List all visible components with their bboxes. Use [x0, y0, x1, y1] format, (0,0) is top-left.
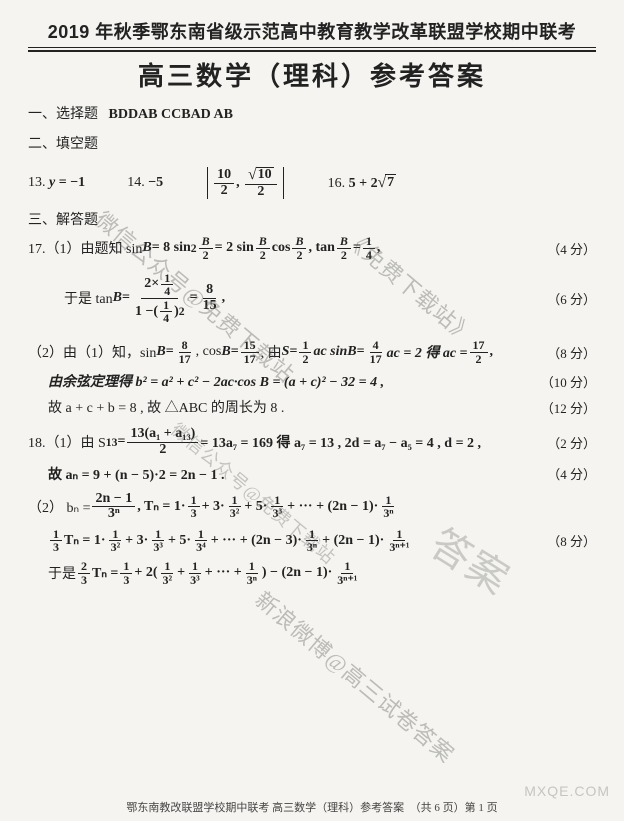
choice-label: 一、选择题: [28, 107, 98, 122]
watermark-4: 新浪微博@高三试卷答案: [249, 583, 462, 769]
q17-line2: 于是 tan B = 2× 14 1 − ( 14 )2 = 815 , （6 …: [64, 272, 596, 325]
page-footer: 鄂东南教改联盟学校期中联考 高三数学（理科）参考答案 （共 6 页）第 1 页: [0, 799, 624, 815]
page: 微信公众号@免费下载站 《免费下载站》 微信公众号@免费下载站 新浪微博@高三试…: [0, 0, 624, 821]
score-12: （12 分）: [531, 398, 596, 417]
mxqe-mark: MXQE.COM: [524, 783, 610, 799]
section-fill: 二、填空题: [28, 133, 596, 153]
choice-answers: BDDAB CCBAD AB: [109, 107, 233, 122]
score-2: （2 分）: [537, 433, 596, 452]
doc-subtitle: 高三数学（理科）参考答案: [28, 56, 596, 93]
q17-line3: （2）由（1）知，sin B = 817 , cos B = 1517 , 由 …: [28, 339, 596, 365]
answer-stamp: 答案: [421, 512, 523, 606]
score-8b: （8 分）: [537, 531, 596, 550]
q16: 16. 5 + 27: [328, 174, 396, 192]
q15: 102 , 102: [205, 167, 285, 199]
section-choice: 一、选择题 BDDAB CCBAD AB: [28, 103, 596, 123]
q18-line5: 于是 23 Tₙ = 13 + 2( 13² + 13³ + ··· + 13ⁿ…: [48, 560, 596, 586]
fill-answers: 13. y = −1 14. −5 102 , 102 16. 5 + 27: [28, 167, 596, 199]
exam-title: 2019 年秋季鄂东南省级示范高中教育教学改革联盟学校期中联考: [28, 18, 596, 52]
q13: 13. y = −1: [28, 175, 85, 191]
score-10: （10 分）: [531, 372, 596, 391]
q17-line5: 故 a + c + b = 8 , 故 △ABC 的周长为 8 . （12 分）: [48, 397, 596, 417]
q18-line3: （2） bₙ = 2n − 13ⁿ , Tₙ = 1· 13 + 3· 13² …: [28, 492, 596, 522]
score-6: （6 分）: [537, 289, 596, 308]
q17-line4: 由余弦定理得 b² = a² + c² − 2ac·cos B = (a + c…: [48, 371, 596, 391]
q17-line1: 17.（1）由题知 sin B = 8 sin2 B2 = 2 sin B2 c…: [28, 235, 596, 261]
score-4b: （4 分）: [537, 464, 596, 483]
score-4: （4 分）: [537, 239, 596, 258]
q18-line2: 故 aₙ = 9 + (n − 5)·2 = 2n − 1 . （4 分）: [48, 464, 596, 484]
q18-line4: 13 Tₙ = 1· 13² + 3· 13³ + 5· 13⁴ + ··· +…: [48, 528, 596, 554]
q14: 14. −5: [127, 175, 163, 191]
section-solve: 三、解答题: [28, 209, 596, 229]
q18-line1: 18.（1）由 S13 = 13(a₁ + a₁₃)2 = 13a₇ = 169…: [28, 427, 596, 457]
score-8a: （8 分）: [537, 343, 596, 362]
